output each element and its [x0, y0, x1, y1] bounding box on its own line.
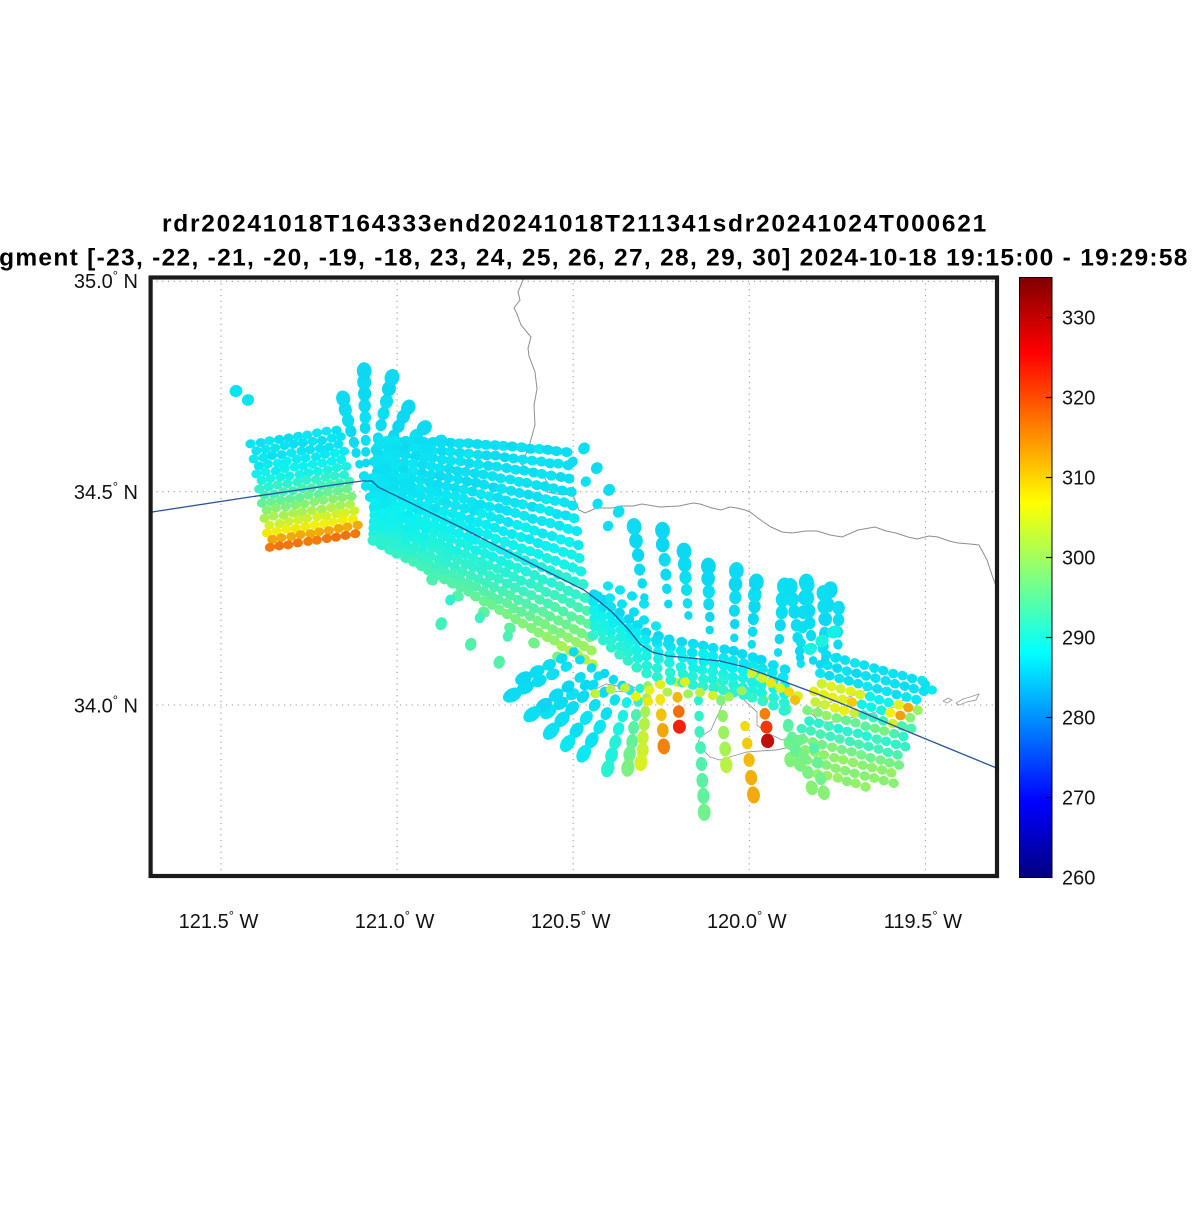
svg-text:35.0° N: 35.0° N — [74, 268, 138, 293]
svg-text:34.5° N: 34.5° N — [74, 479, 138, 504]
svg-text:121.5° W: 121.5° W — [179, 908, 259, 933]
svg-text:290: 290 — [1062, 628, 1095, 650]
svg-text:121.0° W: 121.0° W — [355, 908, 435, 933]
svg-text:270: 270 — [1062, 788, 1095, 810]
svg-text:34.0° N: 34.0° N — [74, 692, 138, 717]
svg-text:320: 320 — [1062, 388, 1095, 410]
svg-text:310: 310 — [1062, 468, 1095, 490]
svg-text:260: 260 — [1062, 868, 1095, 890]
svg-text:Segment [-23, -22, -21, -20, -: Segment [-23, -22, -21, -20, -19, -18, 2… — [0, 245, 1189, 272]
svg-text:330: 330 — [1062, 308, 1095, 330]
svg-text:120.0° W: 120.0° W — [707, 908, 787, 933]
svg-text:119.5° W: 119.5° W — [884, 908, 962, 933]
svg-text:300: 300 — [1062, 548, 1095, 570]
svg-text:rdr20241018T164333end20241018T: rdr20241018T164333end20241018T211341sdr2… — [162, 211, 988, 238]
svg-text:280: 280 — [1062, 708, 1095, 730]
svg-text:120.5° W: 120.5° W — [531, 908, 611, 933]
